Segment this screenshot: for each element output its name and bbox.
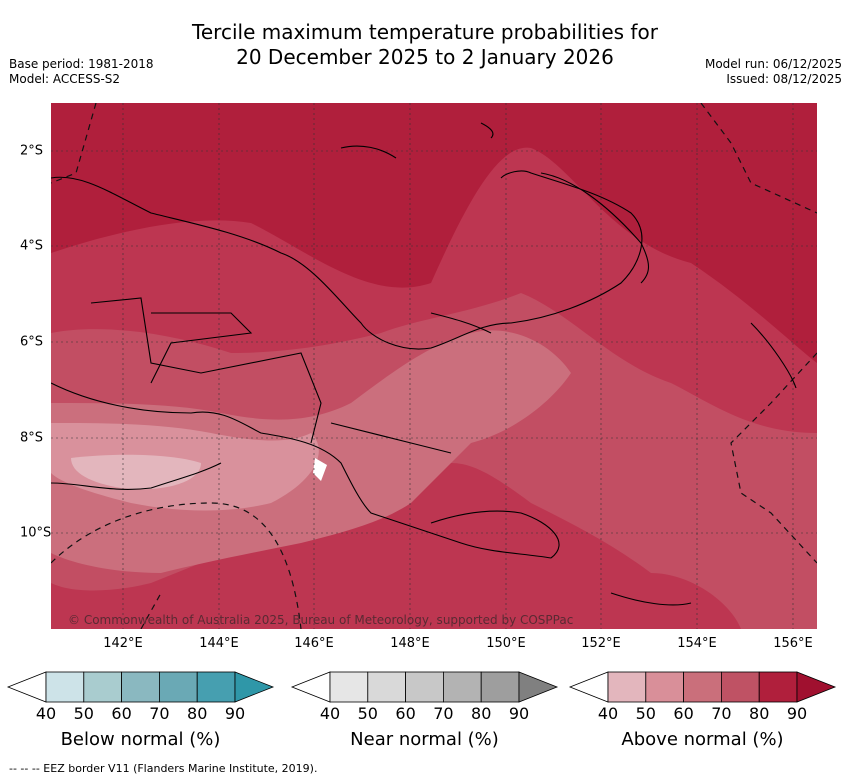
colorbar-segment	[196, 671, 236, 703]
x-tick-label: 154°E	[677, 636, 717, 651]
colorbar-tick: 70	[149, 704, 170, 723]
colorbar-extend-high	[518, 671, 559, 703]
colorbar-segment	[158, 671, 198, 703]
colorbar-segment	[83, 671, 123, 703]
colorbar-extend-low	[290, 671, 331, 703]
colorbar-segment	[329, 671, 369, 703]
chart-title: Tercile maximum temperature probabilitie…	[0, 20, 850, 70]
eez-footnote: -- -- -- EEZ border V11 (Flanders Marine…	[9, 762, 318, 775]
model-run: Model run: 06/12/2025	[704, 57, 842, 71]
colorbar-segment	[645, 671, 684, 703]
colorbar-segment	[721, 671, 760, 703]
map-band-40	[71, 454, 201, 490]
colorbar-tick: 70	[433, 704, 454, 723]
colorbar-segment	[683, 671, 722, 703]
colorbar-tick: 60	[673, 704, 694, 723]
colorbar-tick: 70	[711, 704, 732, 723]
model-name: Model: ACCESS-S2	[9, 72, 121, 86]
colorbar-segment	[45, 671, 85, 703]
base-period: Base period: 1981-2018	[9, 57, 154, 71]
meta-right: Model run: 06/12/2025 Issued: 08/12/2025	[705, 57, 842, 87]
colorbar-segment	[367, 671, 406, 703]
y-tick-label: 6°S	[20, 334, 44, 350]
colorbar-tick: 90	[786, 704, 808, 723]
x-tick-label: 152°E	[581, 636, 621, 651]
title-line-2: 20 December 2025 to 2 January 2026	[236, 45, 614, 69]
colorbar-tick: 50	[635, 704, 656, 723]
x-tick-label: 156°E	[773, 636, 813, 651]
coastlines	[51, 122, 797, 606]
colorbar-segment	[405, 671, 444, 703]
y-tick-label: 8°S	[20, 430, 44, 446]
colorbar-tick: 60	[111, 704, 132, 723]
y-tick-label: 10°S	[20, 525, 52, 541]
x-tick-label: 144°E	[199, 636, 239, 651]
colorbar	[568, 671, 837, 703]
colorbar-tick: 40	[35, 704, 57, 723]
colorbar-tick: 50	[357, 704, 378, 723]
meta-left: Base period: 1981-2018 Model: ACCESS-S2	[9, 57, 154, 87]
colorbar-extend-high	[796, 671, 837, 703]
colorbar-extend-low	[6, 671, 47, 703]
colorbar-tick: 50	[73, 704, 94, 723]
colorbar-segment	[442, 671, 482, 703]
colorbar-segment	[607, 671, 647, 703]
credit-text: © Commonwealth of Australia 2025, Bureau…	[68, 613, 574, 627]
colorbar-tick: 90	[508, 704, 530, 723]
colorbar-segment	[121, 671, 160, 703]
issued-date: Issued: 08/12/2025	[726, 72, 842, 86]
colorbar-tick: 80	[187, 704, 208, 723]
colorbar-label: Above normal (%)	[621, 729, 784, 750]
colorbar-tick: 80	[749, 704, 770, 723]
colorbar-tick: 90	[224, 704, 246, 723]
x-tick-label: 142°E	[103, 636, 143, 651]
probability-map	[51, 103, 817, 629]
colorbar	[290, 671, 559, 703]
eez-borders	[51, 103, 817, 629]
colorbar-extend-high	[234, 671, 275, 703]
colorbar-tick: 60	[395, 704, 416, 723]
colorbar-label: Below normal (%)	[60, 729, 221, 750]
colorbar-tick: 40	[597, 704, 619, 723]
colorbars	[6, 671, 837, 703]
colorbar-tick: 80	[471, 704, 492, 723]
colorbar-extend-low	[568, 671, 609, 703]
x-tick-label: 150°E	[486, 636, 526, 651]
y-tick-label: 2°S	[20, 143, 44, 159]
colorbar-label: Near normal (%)	[350, 729, 499, 750]
colorbar	[6, 671, 275, 703]
y-tick-label: 4°S	[20, 238, 44, 254]
x-tick-label: 148°E	[390, 636, 430, 651]
map-white-patch	[313, 458, 327, 481]
colorbar-tick: 40	[319, 704, 341, 723]
colorbar-segment	[480, 671, 520, 703]
x-tick-label: 146°E	[294, 636, 334, 651]
colorbar-segment	[758, 671, 798, 703]
title-line-1: Tercile maximum temperature probabilitie…	[192, 20, 658, 44]
